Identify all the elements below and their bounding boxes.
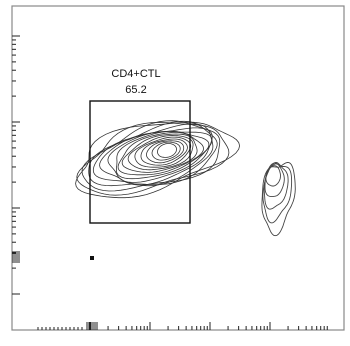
contour-level — [88, 120, 218, 187]
gate-name-label: CD4+CTL — [111, 68, 161, 80]
contour-level — [76, 121, 230, 196]
contour-level — [92, 123, 214, 187]
main-population-contours — [75, 120, 241, 199]
y-axis-ticks — [12, 35, 20, 295]
contour-level — [146, 140, 185, 164]
gate-percentage-label: 65.2 — [125, 84, 147, 96]
contour-level — [261, 162, 296, 237]
contour-level — [99, 127, 213, 186]
contour-level — [151, 141, 181, 161]
contour-level — [107, 131, 213, 183]
contour-level — [134, 136, 192, 168]
contour-level — [121, 133, 198, 173]
contour-level — [265, 165, 281, 187]
contour-level — [140, 138, 188, 166]
contour-level — [262, 162, 293, 224]
x-axis-ticks — [37, 322, 328, 330]
contour-level — [157, 143, 178, 158]
plot-frame — [11, 5, 345, 331]
contour-level — [127, 135, 194, 171]
contour-level — [117, 132, 204, 176]
gate-rectangle[interactable] — [89, 100, 191, 224]
contour-level — [264, 163, 285, 197]
outlier-event — [90, 256, 94, 260]
secondary-population-contours — [261, 162, 296, 237]
contour-level — [75, 121, 241, 199]
